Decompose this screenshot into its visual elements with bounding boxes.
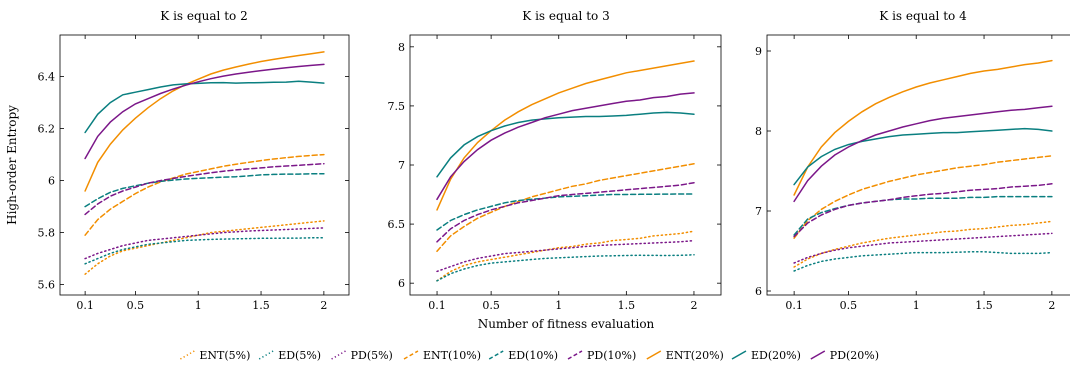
panel-title: K is equal to 2 — [160, 9, 247, 23]
y-tick-label: 7 — [755, 205, 762, 218]
legend-label: PD(10%) — [587, 349, 636, 362]
x-tick-label: 0.1 — [76, 299, 94, 312]
x-tick-label: 1.5 — [252, 299, 270, 312]
legend-label: ED(5%) — [278, 349, 321, 362]
y-tick-label: 7.5 — [388, 100, 406, 113]
x-tick-label: 0.1 — [428, 299, 446, 312]
legend-label: ED(10%) — [508, 349, 558, 362]
plot-frame — [59, 34, 350, 296]
y-tick-label: 6 — [755, 285, 762, 298]
series-line-ent-10 — [84, 153, 325, 236]
x-tick-label: 1.5 — [975, 299, 993, 312]
x-tick-label: 1.5 — [618, 299, 636, 312]
series-line-ent-5 — [793, 220, 1053, 268]
axis-ticks: 0.1 0.5 1 1.5 2 5.6 5.8 6 6.2 6.4 — [38, 35, 349, 312]
panel-k2: K is equal to 2 0.1 0.5 1 1.5 2 5.6 5.8 6 6.2 6.4 — [38, 9, 350, 312]
x-tick-label: 2 — [1048, 299, 1055, 312]
legend-swatch-pd-5 — [331, 350, 346, 360]
series-line-ent-20 — [84, 51, 325, 192]
y-tick-label: 7 — [398, 159, 405, 172]
legend-swatch-ent-20 — [646, 350, 662, 360]
series-line-pd-5 — [84, 227, 325, 260]
plot-frame — [766, 34, 1070, 296]
x-tick-label: 2 — [320, 299, 327, 312]
legend-swatch-ed-10 — [488, 350, 504, 360]
legend-label: PD(5%) — [351, 349, 393, 362]
y-tick-label: 5.8 — [38, 227, 56, 240]
x-axis-label: Number of fitness evaluation — [478, 317, 655, 331]
series-line-pd-5 — [436, 239, 695, 273]
series-line-pd-10 — [436, 181, 695, 243]
series-line-pd-5 — [793, 232, 1053, 264]
series-line-pd-10 — [84, 162, 325, 216]
legend-swatch-ent-10 — [403, 350, 419, 360]
series-line-ed-10 — [84, 173, 325, 208]
series-line-ent-5 — [436, 230, 695, 282]
panel-title: K is equal to 4 — [879, 9, 967, 23]
axis-ticks: 0.1 0.5 1 1.5 2 6 6.5 7 7.5 8 — [388, 35, 721, 312]
series-line-ent-10 — [793, 155, 1053, 239]
x-tick-label: 1 — [555, 299, 562, 312]
series-lines — [84, 51, 325, 275]
y-tick-label: 8 — [755, 125, 762, 138]
series-line-pd-20 — [436, 92, 695, 201]
series-line-pd-20 — [84, 63, 325, 160]
series-line-pd-20 — [793, 105, 1053, 203]
y-tick-label: 6 — [48, 175, 55, 188]
y-tick-label: 6.5 — [388, 218, 406, 231]
panel-k4: K is equal to 4 0.1 0.5 1 1.5 2 6 7 8 9 — [755, 9, 1070, 312]
y-axis-label: High-order Entropy — [5, 105, 19, 225]
legend: ENT(5%) ED(5%) PD(5%) ENT(10%) ED(10%) PD(10%… — [180, 349, 879, 362]
y-tick-label: 6.2 — [38, 123, 56, 136]
series-line-ent-20 — [436, 60, 695, 211]
series-line-ent-5 — [84, 220, 325, 275]
series-line-ed-20 — [436, 111, 695, 178]
y-tick-label: 8 — [398, 41, 405, 54]
series-line-ed-10 — [436, 193, 695, 231]
legend-label: ENT(10%) — [423, 349, 481, 362]
series-line-ed-20 — [84, 80, 325, 134]
legend-swatch-pd-10 — [567, 350, 583, 360]
legend-swatch-ed-20 — [731, 350, 747, 360]
series-line-ed-5 — [436, 254, 695, 282]
panel-k3: K is equal to 3 0.1 0.5 1 1.5 2 6 6.5 7 7.5 8 — [388, 9, 722, 312]
series-lines — [436, 60, 695, 282]
x-tick-label: 0.5 — [482, 299, 500, 312]
series-line-ent-10 — [436, 163, 695, 253]
series-line-ed-5 — [793, 251, 1053, 272]
legend-label: ENT(5%) — [199, 349, 250, 362]
x-tick-label: 0.1 — [785, 299, 803, 312]
legend-label: PD(20%) — [830, 349, 879, 362]
y-tick-label: 6.4 — [38, 71, 56, 84]
legend-label: ENT(20%) — [666, 349, 724, 362]
y-tick-label: 9 — [755, 45, 762, 58]
panel-title: K is equal to 3 — [522, 9, 609, 23]
legend-swatch-pd-20 — [810, 350, 826, 360]
x-tick-label: 1 — [195, 299, 202, 312]
series-line-ed-5 — [84, 237, 325, 265]
legend-label: ED(20%) — [751, 349, 801, 362]
series-line-pd-10 — [793, 183, 1053, 238]
axis-ticks: 0.1 0.5 1 1.5 2 6 7 8 9 — [755, 35, 1055, 312]
series-line-ed-20 — [793, 127, 1053, 186]
series-line-ent-20 — [793, 59, 1053, 196]
legend-swatch-ed-5 — [258, 350, 274, 360]
legend-swatch-ent-5 — [180, 350, 195, 360]
series-lines — [793, 59, 1053, 272]
y-tick-label: 6 — [398, 277, 405, 290]
x-tick-label: 2 — [690, 299, 697, 312]
x-tick-label: 1 — [913, 299, 920, 312]
x-tick-label: 0.5 — [127, 299, 145, 312]
y-tick-label: 5.6 — [38, 279, 56, 292]
x-tick-label: 0.5 — [840, 299, 858, 312]
